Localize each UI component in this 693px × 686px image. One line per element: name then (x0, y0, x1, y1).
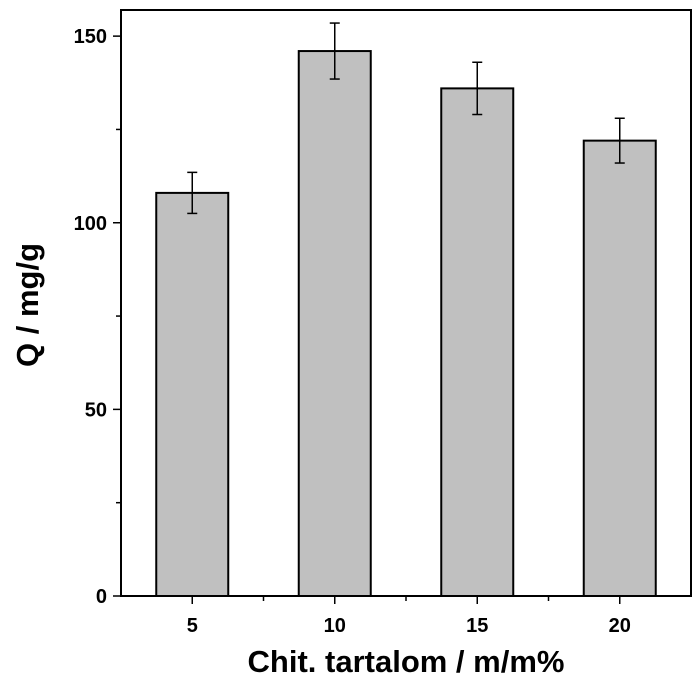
x-tick-label: 5 (187, 615, 198, 637)
x-axis-title: Chit. tartalom / m/m% (248, 644, 565, 679)
x-tick-label: 15 (466, 615, 488, 637)
x-tick-label: 20 (609, 615, 631, 637)
y-tick-label: 50 (85, 399, 107, 421)
bar (582, 139, 657, 598)
x-tick-label: 10 (324, 615, 346, 637)
bars (155, 22, 657, 598)
y-tick-label: 0 (96, 586, 107, 608)
y-tick-label: 150 (74, 26, 107, 48)
y-tick-label: 100 (74, 213, 107, 235)
bar (297, 50, 372, 598)
y-axis-title: Q / mg/g (10, 243, 45, 367)
bar (440, 87, 515, 597)
bar (155, 191, 230, 597)
axis-ticks: 0 50 100 150 5 10 15 20 (74, 26, 631, 637)
